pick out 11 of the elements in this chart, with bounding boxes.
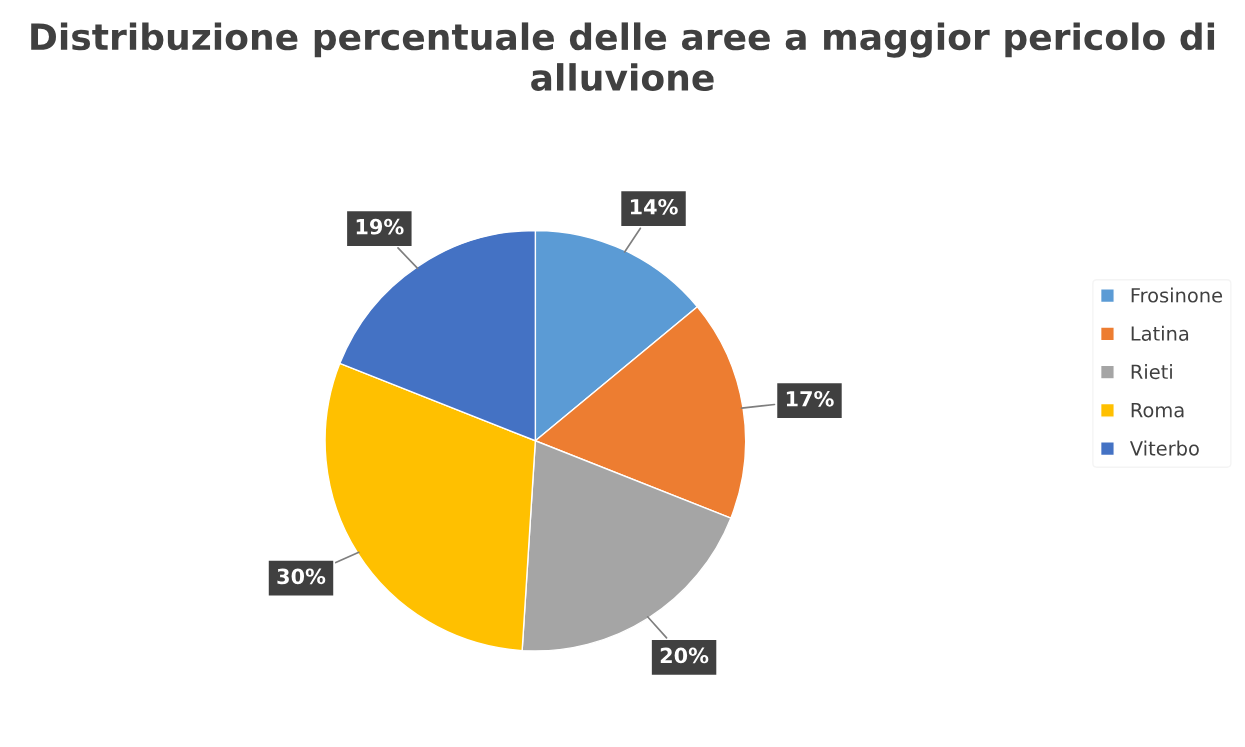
data-label: 20% — [660, 647, 709, 664]
data-label: 14% — [630, 198, 678, 215]
data-label: 30% — [277, 568, 326, 585]
legend-label: Roma — [1131, 402, 1184, 418]
chart-title: Distribuzione percentuale delle aree a maggior pericolo di alluvione — [31, 22, 1215, 92]
data-label: 19% — [356, 218, 404, 235]
legend-label: Rieti — [1131, 364, 1172, 380]
data-label: 17% — [786, 390, 834, 407]
legend-label: Latina — [1131, 325, 1189, 341]
legend-label: Viterbo — [1129, 440, 1199, 456]
legend-label: Frosinone — [1131, 287, 1223, 303]
